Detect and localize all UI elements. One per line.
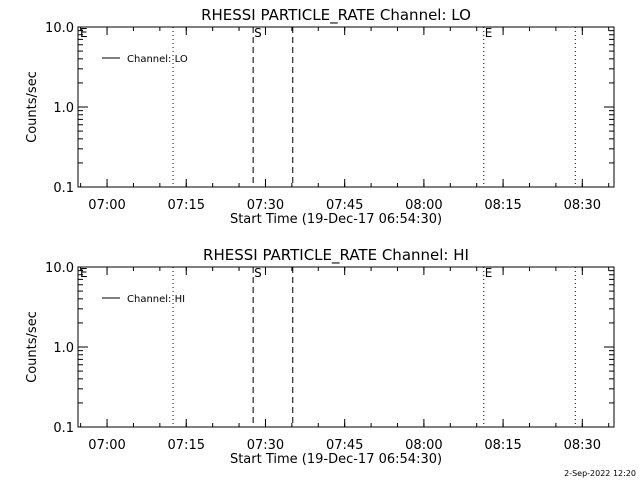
x-tick-label: 07:15 (168, 198, 205, 213)
x-tick-label: 07:30 (247, 438, 284, 453)
y-tick-label: 1.0 (53, 341, 74, 356)
chart-panel-lo: RHESSI PARTICLE_RATE Channel: LO 0.1 1.0 10… (25, 6, 615, 227)
chart-title: RHESSI PARTICLE_RATE Channel: LO (201, 6, 471, 25)
legend-label: Channel: HI (127, 294, 185, 305)
y-axis-label: Counts/sec (25, 71, 40, 143)
x-tick-label: 07:00 (88, 198, 125, 213)
chart-panel-hi: RHESSI PARTICLE_RATE Channel: HI 0.1 1.0 10… (25, 246, 615, 467)
timestamp-footer: 2-Sep-2022 12:20 (564, 469, 636, 478)
x-tick-label: 08:30 (564, 198, 601, 213)
y-tick-label: 10.0 (45, 261, 74, 276)
y-tick-label: 0.1 (53, 421, 74, 436)
x-axis-label: Start Time (19-Dec-17 06:54:30) (230, 212, 442, 227)
corner-marker-label: E (80, 266, 88, 280)
x-tick-label: 08:15 (484, 198, 521, 213)
y-axis-label: Counts/sec (25, 311, 40, 383)
y-tick-label: 1.0 (53, 101, 74, 116)
x-tick-label: 08:00 (405, 438, 442, 453)
event-marker-label: S (254, 266, 262, 280)
event-marker-label: E (485, 266, 493, 280)
x-tick-label: 07:45 (326, 438, 363, 453)
x-tick-label: 08:00 (405, 198, 442, 213)
event-marker-label: S (254, 26, 262, 40)
x-tick-label: 07:15 (168, 438, 205, 453)
corner-marker-label: E (80, 26, 88, 40)
y-tick-label: 0.1 (53, 181, 74, 196)
plot-frame (77, 266, 615, 428)
plot-frame (77, 26, 615, 188)
x-tick-label: 07:45 (326, 198, 363, 213)
x-tick-label: 08:30 (564, 438, 601, 453)
x-tick-label: 07:30 (247, 198, 284, 213)
event-marker-label: E (485, 26, 493, 40)
x-tick-label: 08:15 (484, 438, 521, 453)
legend-label: Channel: LO (127, 54, 188, 65)
chart-title: RHESSI PARTICLE_RATE Channel: HI (203, 246, 469, 265)
x-axis-label: Start Time (19-Dec-17 06:54:30) (230, 452, 442, 467)
x-tick-label: 07:00 (88, 438, 125, 453)
y-tick-label: 10.0 (45, 21, 74, 36)
